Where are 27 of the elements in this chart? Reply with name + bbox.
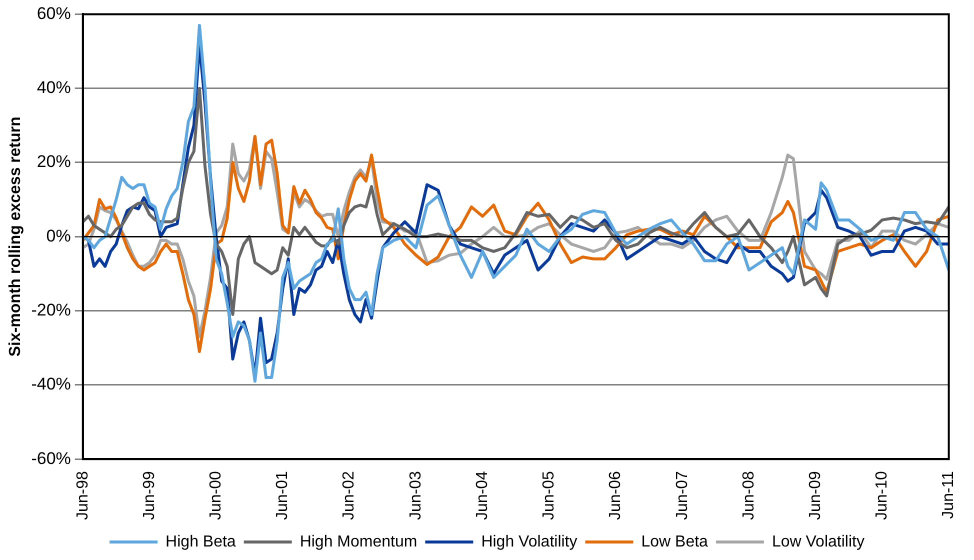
legend-label: Low Beta [641,533,708,550]
legend-label: High Momentum [300,533,418,550]
x-tick-label: Jun-02 [340,470,358,520]
y-tick-label: -60% [31,448,71,468]
y-tick-label: 60% [36,4,71,23]
x-tick-label: Jun-05 [540,470,558,520]
legend-label: High Beta [166,533,236,550]
x-tick-label: Jun-00 [208,470,225,520]
x-tick-label: Jun-98 [74,470,92,520]
x-tick-label: Jun-10 [874,470,891,520]
legend-label: High Volatility [481,533,578,550]
x-tick-label: Jun-99 [140,470,158,520]
y-tick-label: 40% [36,78,71,98]
x-tick-label: Jun-01 [274,470,292,520]
x-tick-label: Jun-04 [474,470,491,520]
y-tick-label: 0% [46,226,71,246]
x-tick-label: Jun-11 [940,470,958,519]
x-tick-label: Jun-09 [806,470,824,520]
x-tick-label: Jun-06 [607,470,624,520]
y-axis-title: Six-month rolling excess return [7,116,24,357]
y-tick-label: -20% [31,300,71,320]
legend-label: Low Volatility [772,533,864,550]
y-tick-label: 20% [36,152,71,172]
y-tick-label: -40% [31,374,71,394]
x-tick-label: Jun-07 [674,470,691,520]
x-tick-label: Jun-03 [407,470,424,520]
x-tick-label: Jun-08 [740,470,758,520]
